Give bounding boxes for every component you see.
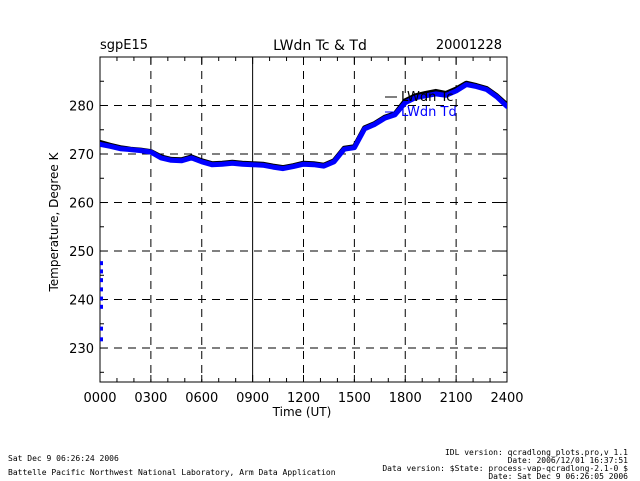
td-scatter-point [100, 326, 103, 331]
y-tick-label: 240 [69, 294, 94, 309]
legend-label-tc: LWdn Tc [401, 90, 453, 105]
td-scatter-point [100, 296, 103, 301]
y-tick-label: 280 [69, 100, 94, 115]
td-scatter-point [100, 269, 103, 274]
y-tick-label: 260 [69, 197, 94, 212]
y-tick-label: 250 [69, 245, 94, 260]
footer-idl-version: IDL version: qcradlong_plots.pro,v 1.1 [444, 448, 628, 457]
legend-label-td: LWdn Td [401, 105, 457, 120]
x-tick-label: 1200 [287, 391, 320, 406]
footer-timestamp: Sat Dec 9 06:26:24 2006 [8, 454, 119, 463]
td-scatter-point [100, 304, 103, 309]
chart-title: LWdn Tc & Td [273, 38, 367, 54]
series-line-td [100, 82, 507, 172]
x-tick-label: 0300 [134, 391, 167, 406]
td-scatter-point [100, 287, 103, 292]
x-tick-label: 0900 [236, 391, 269, 406]
y-tick-label: 230 [69, 342, 94, 357]
td-scatter-point [100, 278, 103, 283]
x-tick-label: 2100 [440, 391, 473, 406]
footer-date: Date: 2006/12/01 16:37:51 [507, 456, 628, 465]
x-tick-label: 0000 [83, 391, 116, 406]
td-scatter-point [100, 337, 103, 342]
td-scatter-point [100, 261, 103, 266]
footer-data-version: Data version: $State: process-vap-qcradl… [382, 464, 628, 473]
x-tick-label: 2400 [490, 391, 523, 406]
x-axis-label: Time (UT) [272, 405, 332, 419]
y-axis-label: Temperature, Degree K [47, 152, 61, 292]
footer-lab: Battelle Pacific Northwest National Labo… [8, 468, 336, 477]
x-tick-label: 1500 [338, 391, 371, 406]
x-tick-label: 1800 [389, 391, 422, 406]
y-tick-label: 270 [69, 148, 94, 163]
x-tick-label: 0600 [185, 391, 218, 406]
footer-date-sat: Date: Sat Dec 9 06:26:05 2006 [488, 472, 628, 481]
chart-title-left: sgpE15 [100, 38, 149, 53]
chart-date: 20001228 [435, 38, 502, 53]
